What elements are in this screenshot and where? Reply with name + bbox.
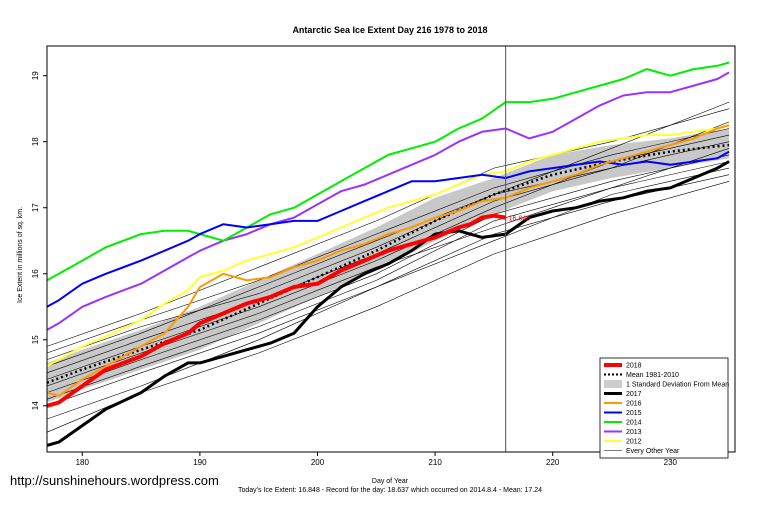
y-tick-label: 19 [31, 71, 40, 80]
legend-label: 2015 [626, 410, 642, 417]
legend-label: 2018 [626, 363, 642, 370]
x-tick-label: 210 [428, 458, 442, 467]
footer-stats: Today's Ice Extent: 16.848 - Record for … [238, 487, 542, 494]
y-axis: 14 15 16 17 18 19 [31, 71, 47, 410]
series-line-2016 [46, 124, 730, 397]
y-tick-label: 18 [31, 137, 40, 146]
x-tick-label: 220 [546, 458, 560, 467]
series-layer [46, 61, 730, 447]
chart-title: Antarctic Sea Ice Extent Day 216 1978 to… [292, 25, 487, 35]
legend-label: 2013 [626, 429, 642, 436]
other-year-line-10 [46, 167, 730, 407]
y-axis-label: Ice Extent in millions of sq. km. [17, 207, 24, 303]
mean-layer [46, 143, 730, 384]
series-line-2015 [46, 150, 730, 308]
y-tick-label: 17 [31, 203, 40, 212]
legend-label: Mean 1981-2010 [626, 372, 679, 379]
legend-label: 2017 [626, 391, 642, 398]
x-axis: 180 190 200 210 220 230 [76, 452, 678, 467]
other-year-line-5 [46, 108, 730, 347]
legend-label: 1 Standard Deviation From Mean [626, 382, 729, 389]
other-year-line-11 [46, 101, 730, 360]
x-tick-label: 180 [76, 458, 90, 467]
plot-frame [46, 45, 736, 453]
other-year-line-9 [46, 121, 730, 367]
series-line-2014 [46, 61, 730, 282]
x-tick-label: 190 [193, 458, 207, 467]
series-line-2012 [46, 124, 730, 368]
series-line-2018 [46, 213, 507, 408]
mean-line [46, 143, 730, 384]
series-line-2017 [46, 160, 730, 447]
y-tick-label: 16 [31, 269, 40, 278]
legend-label: 2012 [626, 439, 642, 446]
legend: 2018 Mean 1981-2010 1 Standard Deviation F… [599, 357, 729, 459]
series-line-2013 [46, 71, 730, 331]
legend-label: 2014 [626, 420, 642, 427]
x-axis-label: Day of Year [372, 478, 409, 485]
watermark-url: http://sunshinehours.wordpress.com [10, 473, 219, 488]
x-tick-label: 200 [311, 458, 325, 467]
current-value-label: 16.848 [509, 216, 531, 223]
x-tick-label: 230 [664, 458, 678, 467]
other-year-line-2 [46, 154, 730, 393]
legend-label: Every Other Year [626, 448, 680, 455]
other-year-line-12 [46, 148, 730, 387]
y-tick-label: 14 [31, 401, 40, 410]
y-tick-label: 15 [31, 335, 40, 344]
legend-label: 2016 [626, 401, 642, 408]
